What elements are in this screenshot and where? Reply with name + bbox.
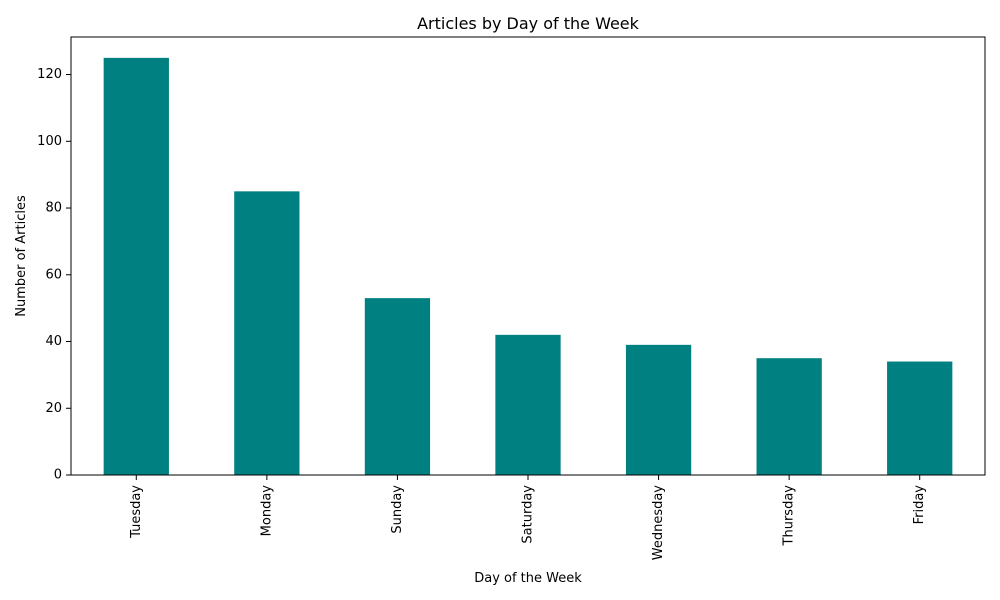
x-tick-label: Sunday bbox=[390, 485, 405, 534]
x-axis-label: Day of the Week bbox=[474, 571, 582, 586]
x-tick-label: Tuesday bbox=[129, 485, 144, 539]
y-axis-label: Number of Articles bbox=[14, 195, 29, 317]
x-tick-label: Thursday bbox=[782, 485, 797, 547]
x-tick-label: Saturday bbox=[521, 485, 536, 544]
y-tick-label: 0 bbox=[54, 468, 62, 483]
bar-monday bbox=[234, 191, 300, 476]
chart-title: Articles by Day of the Week bbox=[417, 14, 640, 33]
y-axis-ticks: 0 20 40 60 80 100 120 bbox=[37, 67, 71, 483]
bars-group bbox=[103, 57, 953, 476]
x-tick-label: Monday bbox=[259, 485, 274, 537]
bar-sunday bbox=[364, 298, 431, 475]
x-tick-label: Wednesday bbox=[651, 485, 666, 561]
x-axis-ticks: Tuesday Monday Sunday Saturday Wednesday Thur… bbox=[129, 475, 927, 560]
bar-wednesday bbox=[625, 344, 692, 475]
plot-frame bbox=[70, 36, 986, 476]
y-tick-label: 20 bbox=[45, 401, 62, 416]
x-tick-label: Friday bbox=[912, 485, 927, 525]
bar-saturday bbox=[495, 334, 561, 475]
y-tick-label: 100 bbox=[37, 134, 62, 149]
bar-tuesday bbox=[103, 57, 169, 475]
bar-thursday bbox=[756, 358, 822, 475]
y-tick-label: 60 bbox=[45, 267, 62, 282]
y-tick-label: 120 bbox=[37, 67, 62, 82]
bar-friday bbox=[887, 361, 953, 475]
y-tick-label: 80 bbox=[45, 201, 62, 216]
y-tick-label: 40 bbox=[45, 334, 62, 349]
